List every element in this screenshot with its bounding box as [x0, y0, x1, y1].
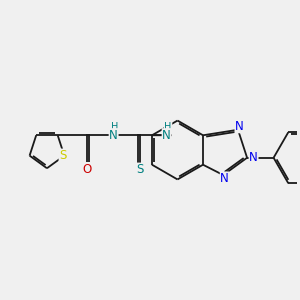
Text: N: N — [249, 151, 258, 164]
Text: H: H — [164, 122, 172, 132]
Text: N: N — [109, 129, 118, 142]
Text: N: N — [162, 129, 171, 142]
Text: N: N — [220, 172, 229, 185]
Text: S: S — [136, 163, 144, 176]
Text: N: N — [235, 120, 244, 133]
Text: S: S — [59, 149, 67, 162]
Text: H: H — [111, 122, 119, 132]
Text: O: O — [82, 163, 92, 176]
